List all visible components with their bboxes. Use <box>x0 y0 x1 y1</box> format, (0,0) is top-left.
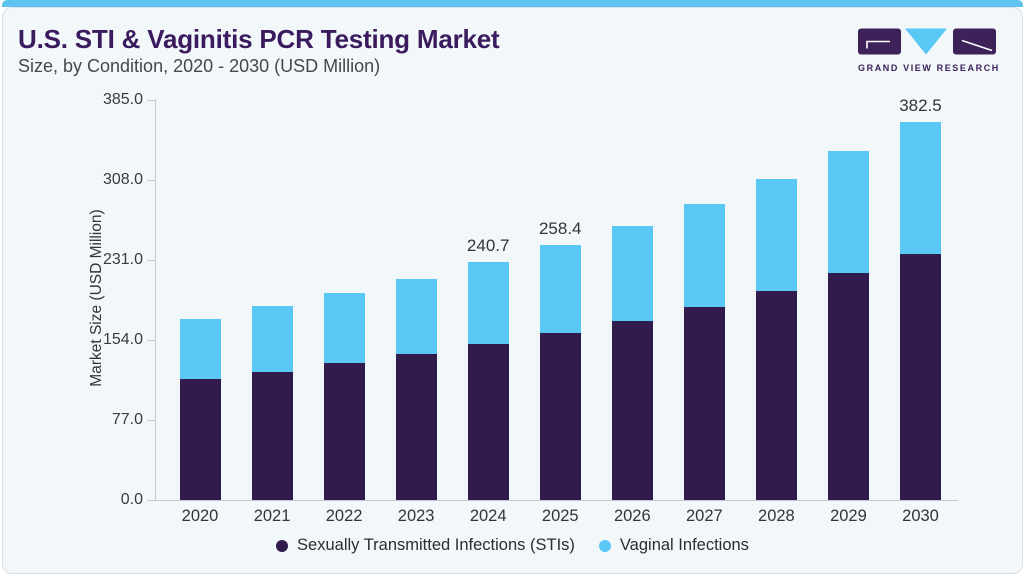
y-axis-line <box>155 99 156 501</box>
bar-total-label: 258.4 <box>538 218 582 238</box>
y-tick-label: 231.0 <box>102 251 143 268</box>
bar-segment-vaginal <box>539 244 581 334</box>
bar-segment-vaginal <box>611 225 653 321</box>
bar-segment-sti <box>683 306 725 500</box>
grand-view-research-logo: GRAND VIEW RESEARCH <box>858 28 998 73</box>
bar-segment-sti <box>611 320 653 500</box>
bar-segment-vaginal <box>251 305 293 372</box>
bar-segment-vaginal <box>900 122 941 254</box>
x-category-label: 2026 <box>613 507 651 525</box>
bar-segment-sti <box>900 253 941 500</box>
bar-segment-sti <box>467 343 509 500</box>
x-axis-line <box>155 500 958 501</box>
x-category-label: 2020 <box>181 507 219 525</box>
vaginal-legend-dot-icon <box>598 539 611 552</box>
sti-legend-dot-icon <box>276 539 289 552</box>
bar-total-label: 382.5 <box>899 96 942 115</box>
x-category-label: 2021 <box>253 507 291 525</box>
x-category-label: 2030 <box>902 507 939 525</box>
x-category-label: 2027 <box>685 507 723 525</box>
bar-segment-sti <box>323 363 365 500</box>
bar-segment-vaginal <box>755 179 797 291</box>
x-category-label: 2028 <box>758 507 795 525</box>
y-tick-mark <box>147 500 155 501</box>
y-tick-mark <box>147 180 155 181</box>
bar-segment-sti <box>179 379 221 500</box>
page-title: U.S. STI & Vaginitis PCR Testing Market <box>18 24 500 54</box>
bar-segment-vaginal <box>467 262 509 344</box>
bar-total-label: 240.7 <box>466 236 510 256</box>
x-category-label: 2024 <box>469 507 507 525</box>
page-subtitle: Size, by Condition, 2020 - 2030 (USD Mil… <box>18 56 381 76</box>
y-tick-mark <box>147 420 155 421</box>
y-tick-label: 0.0 <box>120 491 143 508</box>
y-tick-mark <box>147 260 155 261</box>
bar-segment-vaginal <box>323 292 365 364</box>
legend-label-vaginal: Vaginal Infections <box>619 536 749 554</box>
x-category-label: 2022 <box>325 507 363 525</box>
chart-legend: Sexually Transmitted Infections (STIs) V… <box>0 536 1025 555</box>
y-tick-label: 77.0 <box>111 411 143 428</box>
bar-segment-vaginal <box>395 279 437 355</box>
bar-segment-sti <box>251 371 293 500</box>
gvr-logo-icon <box>858 28 996 55</box>
bar-segment-sti <box>827 272 869 500</box>
legend-item-sti: Sexually Transmitted Infections (STIs) <box>276 536 575 555</box>
accent-strip <box>2 0 1023 7</box>
bar-segment-sti <box>755 290 797 500</box>
bar-segment-vaginal <box>827 150 869 273</box>
x-category-label: 2029 <box>830 507 867 525</box>
y-tick-label: 308.0 <box>102 171 143 188</box>
y-axis-title: Market Size (USD Million) <box>88 209 105 387</box>
bar-segment-sti <box>395 354 437 500</box>
bar-segment-sti <box>539 333 581 500</box>
bar-segment-vaginal <box>683 203 725 307</box>
logo-text: GRAND VIEW RESEARCH <box>858 63 1000 73</box>
y-tick-mark <box>147 340 155 341</box>
y-tick-label: 385.0 <box>102 91 143 108</box>
bar-segment-vaginal <box>179 319 221 380</box>
x-category-label: 2023 <box>397 507 435 525</box>
legend-label-sti: Sexually Transmitted Infections (STIs) <box>297 536 575 554</box>
x-category-label: 2025 <box>541 507 579 525</box>
y-tick-label: 154.0 <box>102 331 143 348</box>
y-tick-mark <box>147 100 155 101</box>
legend-item-vaginal: Vaginal Infections <box>598 536 749 555</box>
